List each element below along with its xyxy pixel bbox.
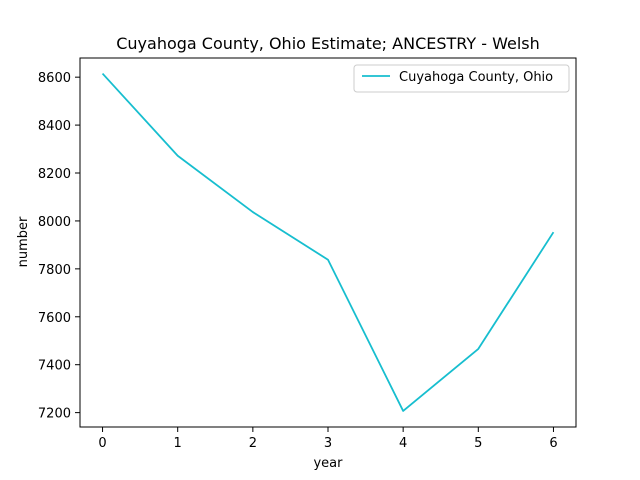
data-point <box>252 211 254 213</box>
y-tick-label: 8600 <box>38 71 71 86</box>
x-tick-label: 3 <box>324 436 332 451</box>
data-point <box>177 155 179 157</box>
y-tick-label: 7400 <box>38 359 71 374</box>
plot-area: 0 1 2 3 4 5 6 7200 7400 7600 7800 8000 8200 8400 8600 <box>38 71 558 451</box>
x-tick-label: 2 <box>249 436 257 451</box>
x-tick-label: 6 <box>549 436 557 451</box>
data-point <box>327 259 329 261</box>
legend-box <box>353 64 570 93</box>
data-point <box>402 410 404 412</box>
y-tick-label: 7200 <box>38 407 71 422</box>
data-point <box>102 73 104 75</box>
y-axis-label: number <box>16 216 31 267</box>
data-point <box>477 348 479 350</box>
x-tick-label: 1 <box>174 436 182 451</box>
series-line <box>101 72 555 412</box>
y-tick-label: 8200 <box>38 167 71 182</box>
x-tick-label: 4 <box>399 436 407 451</box>
x-axis-label: year <box>313 456 343 471</box>
data-point <box>552 231 554 233</box>
y-tick-label: 8400 <box>38 119 71 134</box>
plot-frame <box>79 57 577 428</box>
y-tick-label: 7600 <box>38 311 71 326</box>
chart-title: Cuyahoga County, Ohio Estimate; ANCESTRY… <box>116 34 540 53</box>
y-tick-label: 8000 <box>38 215 71 230</box>
y-tick-label: 7800 <box>38 263 71 278</box>
legend: Cuyahoga County, Ohio <box>353 64 570 93</box>
legend-label: Cuyahoga County, Ohio <box>399 70 553 85</box>
x-tick-label: 5 <box>474 436 482 451</box>
x-tick-label: 0 <box>98 436 106 451</box>
